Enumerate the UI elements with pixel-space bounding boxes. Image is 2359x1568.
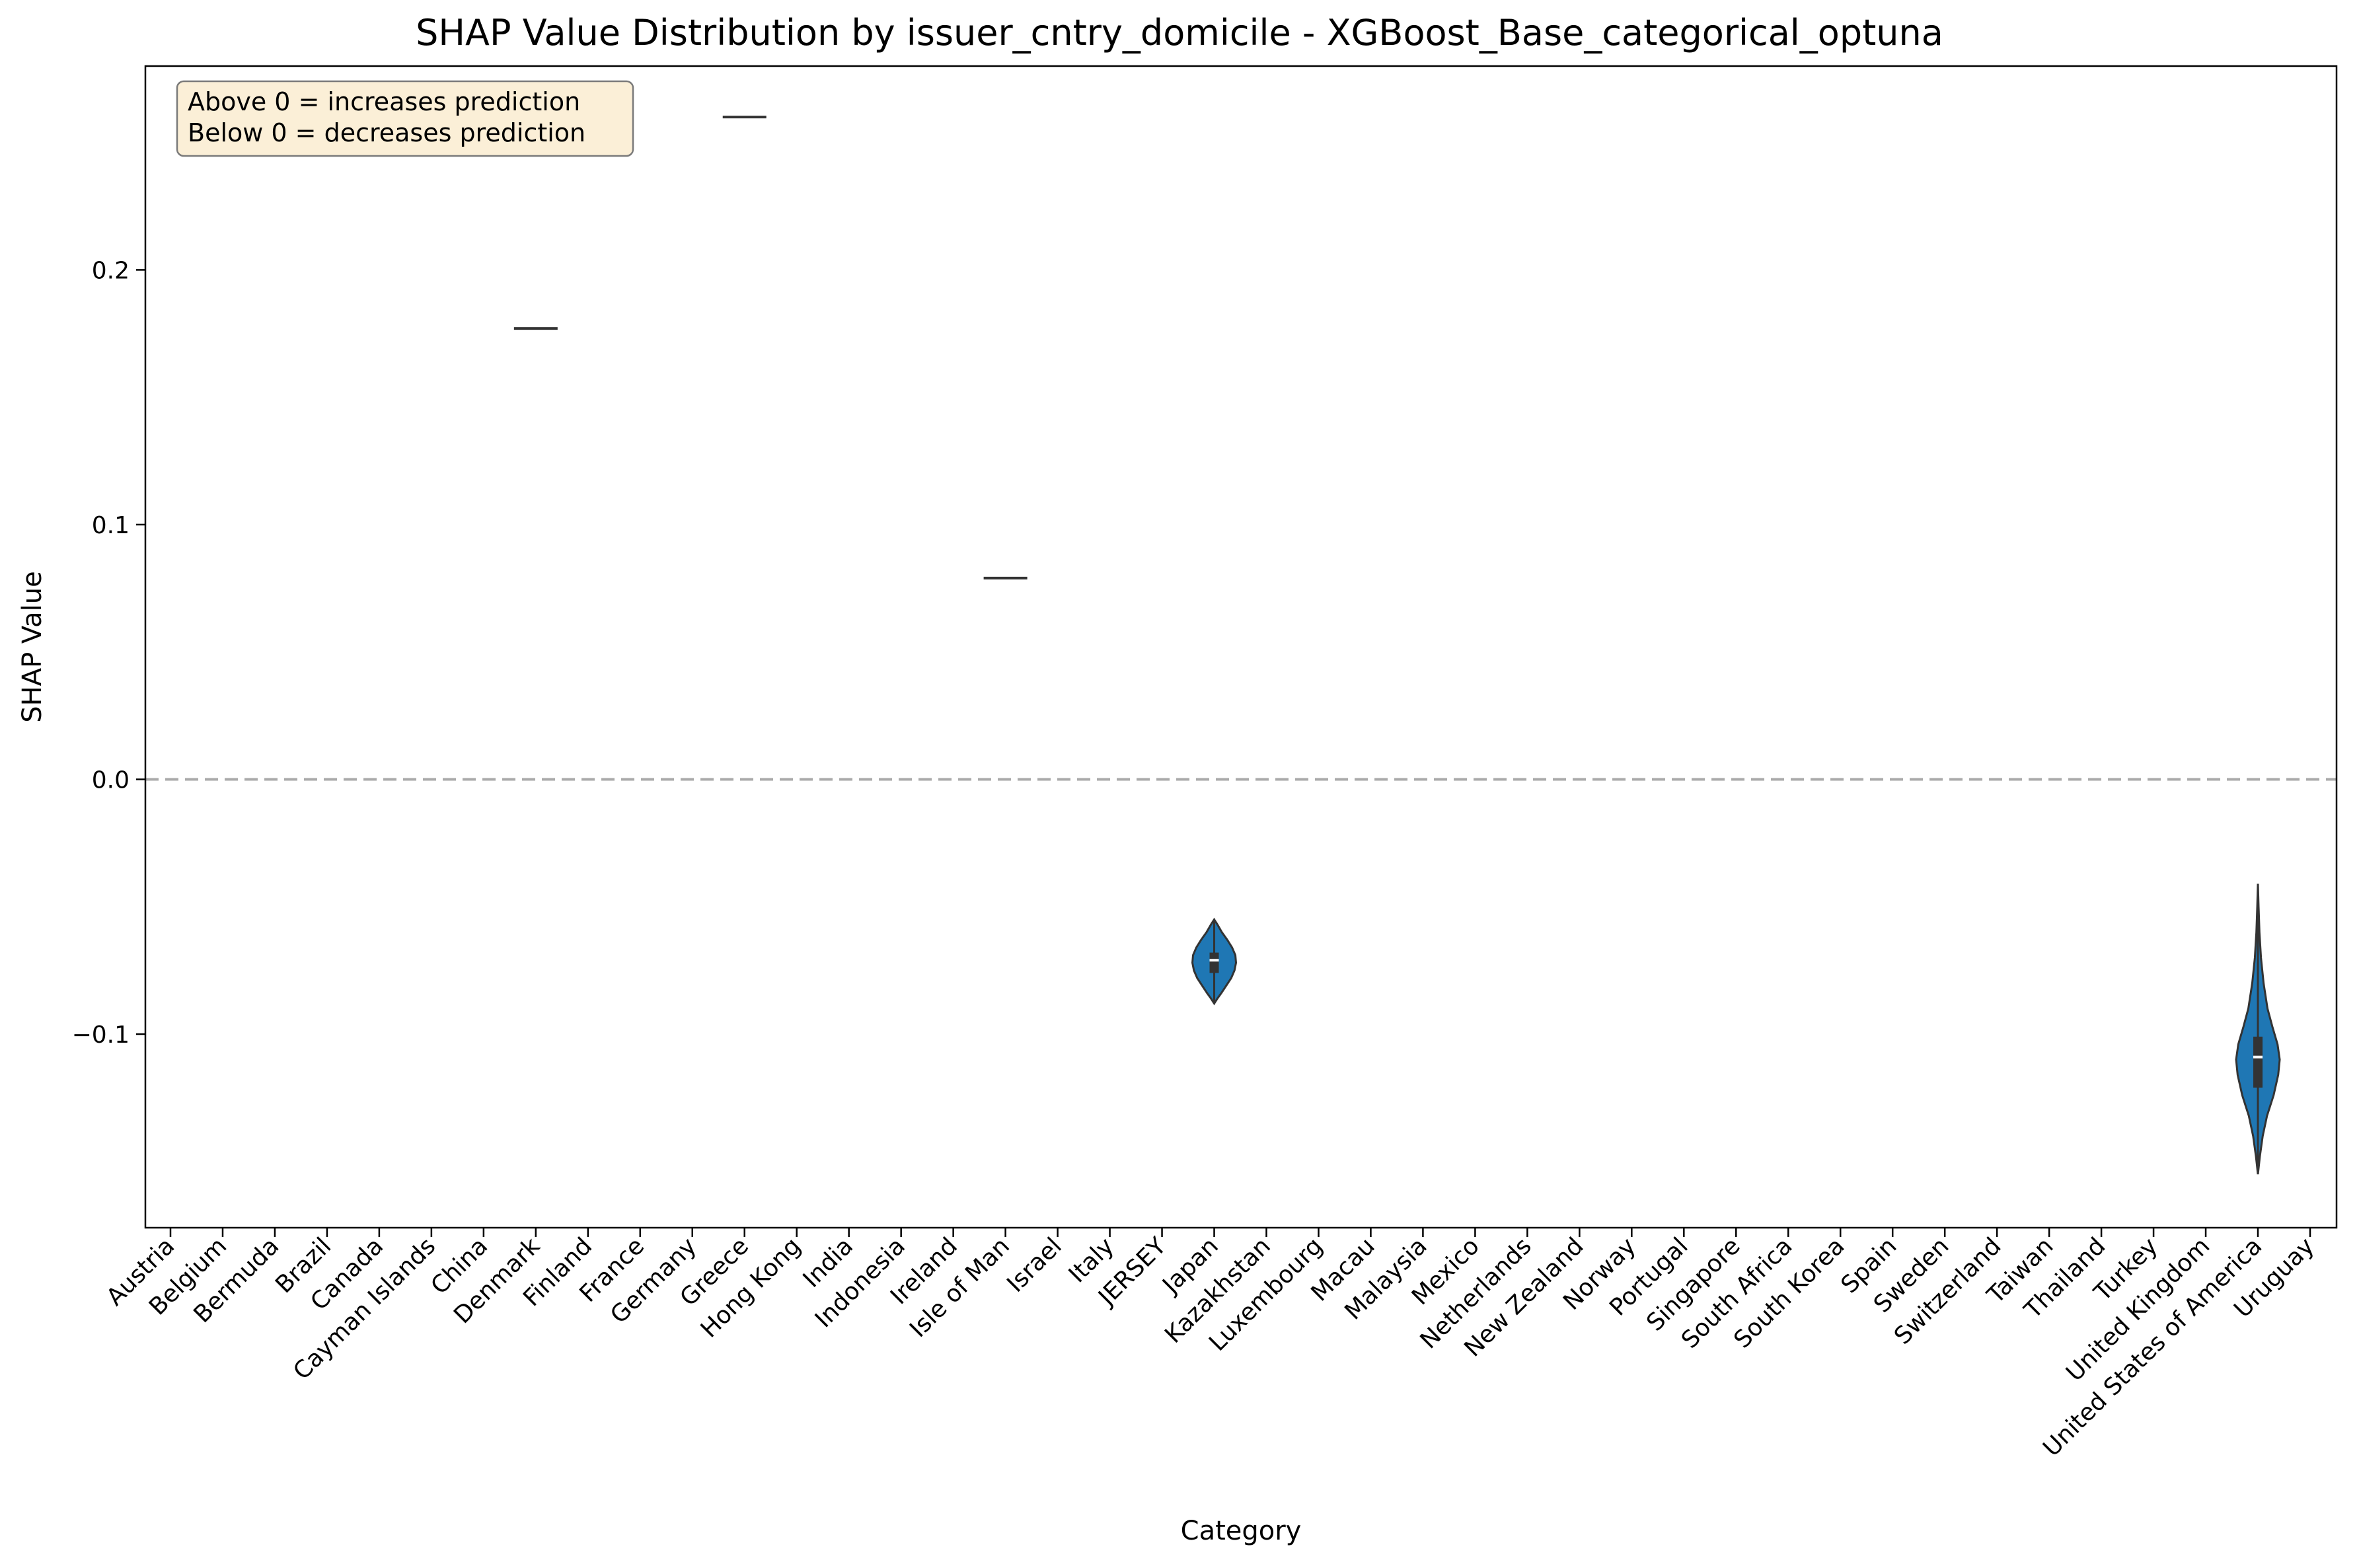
annotation-background bbox=[176, 80, 634, 157]
legend-annotation: Above 0 = increases prediction Below 0 =… bbox=[176, 80, 634, 157]
y-tick-label: 0.2 bbox=[92, 257, 130, 284]
violin-iqr-box bbox=[2253, 1036, 2263, 1088]
violin-iqr-box bbox=[1209, 952, 1219, 973]
y-tick-label: 0.1 bbox=[92, 512, 130, 539]
x-axis-label: Category bbox=[1181, 1516, 1302, 1546]
y-tick-label: 0.0 bbox=[92, 766, 130, 794]
y-axis-label: SHAP Value bbox=[17, 571, 48, 723]
annotation-line-1: Above 0 = increases prediction bbox=[188, 87, 580, 116]
y-axis-ticks: −0.1 0.0 0.1 0.2 bbox=[72, 257, 145, 1049]
plot-frame bbox=[144, 65, 2338, 1229]
annotation-line-2: Below 0 = decreases prediction bbox=[188, 118, 585, 147]
y-tick-label: −0.1 bbox=[72, 1022, 130, 1049]
chart-title: SHAP Value Distribution by issuer_cntry_… bbox=[416, 12, 1943, 54]
